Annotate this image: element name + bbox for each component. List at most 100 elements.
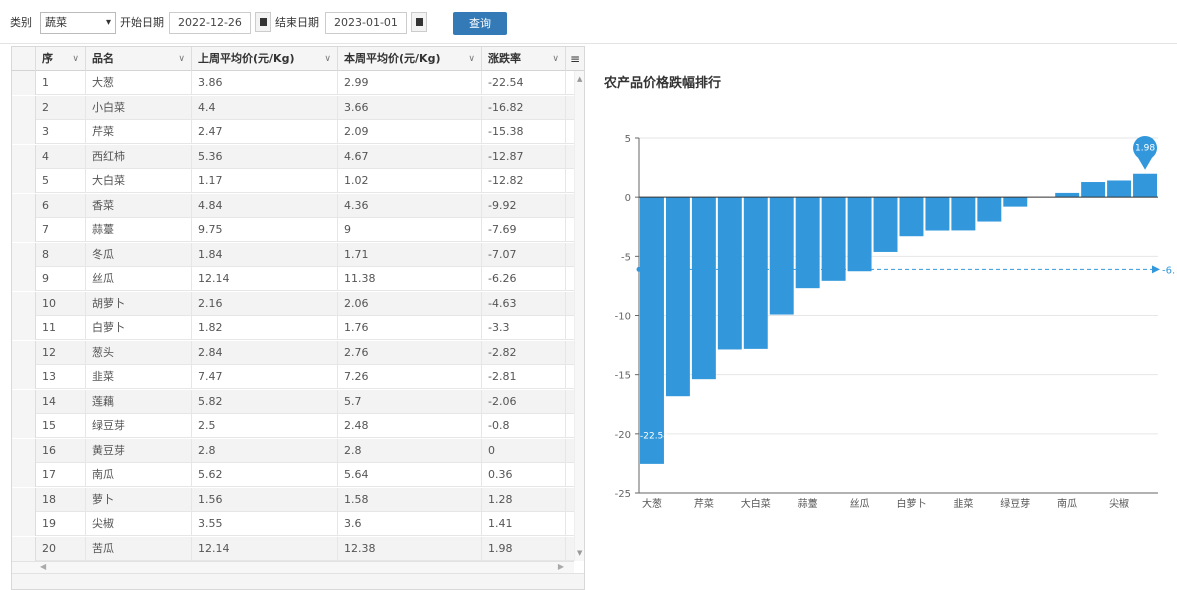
cell-index[interactable]: 10: [36, 291, 86, 316]
table-row[interactable]: 9 丝瓜 12.14 11.38 -6.26: [12, 267, 574, 292]
cell-name[interactable]: 大葱: [86, 71, 192, 95]
category-select[interactable]: 蔬菜 ▾: [40, 12, 116, 34]
cell-name[interactable]: 芹菜: [86, 120, 192, 144]
cell-last-week[interactable]: 2.5: [192, 414, 338, 438]
cell-index[interactable]: 16: [36, 438, 86, 463]
cell-change-rate[interactable]: 1.98: [482, 536, 566, 561]
cell-this-week[interactable]: 2.06: [338, 291, 482, 316]
cell-change-rate[interactable]: -0.8: [482, 414, 566, 438]
table-row[interactable]: 4 西红柿 5.36 4.67 -12.87: [12, 144, 574, 169]
column-header-change-rate[interactable]: 涨跌率 ∨: [482, 47, 566, 71]
table-row[interactable]: 17 南瓜 5.62 5.64 0.36: [12, 463, 574, 488]
cell-this-week[interactable]: 2.09: [338, 120, 482, 144]
column-header-name[interactable]: 品名 ∨: [86, 47, 192, 71]
cell-name[interactable]: 大白菜: [86, 169, 192, 193]
cell-name[interactable]: 西红柿: [86, 144, 192, 169]
cell-index[interactable]: 19: [36, 512, 86, 536]
scroll-down-icon[interactable]: ▼: [577, 549, 583, 557]
cell-change-rate[interactable]: -2.06: [482, 389, 566, 414]
row-header[interactable]: [12, 487, 36, 512]
table-row[interactable]: 14 莲藕 5.82 5.7 -2.06: [12, 389, 574, 414]
row-header[interactable]: [12, 71, 36, 95]
column-header-last-week[interactable]: 上周平均价(元/Kg) ∨: [192, 47, 338, 71]
cell-last-week[interactable]: 3.55: [192, 512, 338, 536]
cell-change-rate[interactable]: -12.87: [482, 144, 566, 169]
cell-this-week[interactable]: 11.38: [338, 267, 482, 291]
cell-name[interactable]: 绿豆芽: [86, 414, 192, 438]
cell-change-rate[interactable]: -2.81: [482, 365, 566, 389]
table-row[interactable]: 13 韭菜 7.47 7.26 -2.81: [12, 365, 574, 390]
table-row[interactable]: 3 芹菜 2.47 2.09 -15.38: [12, 120, 574, 145]
cell-this-week[interactable]: 1.76: [338, 316, 482, 340]
cell-last-week[interactable]: 12.14: [192, 536, 338, 561]
cell-this-week[interactable]: 1.71: [338, 242, 482, 267]
cell-change-rate[interactable]: -4.63: [482, 291, 566, 316]
cell-index[interactable]: 9: [36, 267, 86, 291]
column-header-this-week[interactable]: 本周平均价(元/Kg) ∨: [338, 47, 482, 71]
cell-name[interactable]: 苦瓜: [86, 536, 192, 561]
row-header[interactable]: [12, 144, 36, 169]
cell-change-rate[interactable]: -2.82: [482, 340, 566, 365]
cell-last-week[interactable]: 5.82: [192, 389, 338, 414]
row-header[interactable]: [12, 536, 36, 561]
cell-change-rate[interactable]: -3.3: [482, 316, 566, 340]
cell-this-week[interactable]: 2.8: [338, 438, 482, 463]
scroll-right-icon[interactable]: ▶: [557, 562, 564, 571]
cell-this-week[interactable]: 4.36: [338, 193, 482, 218]
cell-this-week[interactable]: 2.99: [338, 71, 482, 95]
cell-last-week[interactable]: 12.14: [192, 267, 338, 291]
table-row[interactable]: 19 尖椒 3.55 3.6 1.41: [12, 512, 574, 537]
cell-index[interactable]: 18: [36, 487, 86, 512]
cell-index[interactable]: 20: [36, 536, 86, 561]
cell-change-rate[interactable]: 0: [482, 438, 566, 463]
cell-name[interactable]: 胡萝卜: [86, 291, 192, 316]
cell-change-rate[interactable]: -15.38: [482, 120, 566, 144]
cell-index[interactable]: 14: [36, 389, 86, 414]
cell-name[interactable]: 小白菜: [86, 95, 192, 120]
cell-last-week[interactable]: 1.82: [192, 316, 338, 340]
cell-change-rate[interactable]: -16.82: [482, 95, 566, 120]
horizontal-scrollbar[interactable]: ◀ ▶: [12, 561, 574, 573]
cell-index[interactable]: 2: [36, 95, 86, 120]
cell-change-rate[interactable]: 1.41: [482, 512, 566, 536]
cell-last-week[interactable]: 4.84: [192, 193, 338, 218]
row-header[interactable]: [12, 120, 36, 144]
cell-last-week[interactable]: 5.62: [192, 463, 338, 487]
cell-this-week[interactable]: 12.38: [338, 536, 482, 561]
cell-name[interactable]: 尖椒: [86, 512, 192, 536]
table-row[interactable]: 6 香菜 4.84 4.36 -9.92: [12, 193, 574, 218]
table-row[interactable]: 8 冬瓜 1.84 1.71 -7.07: [12, 242, 574, 267]
table-row[interactable]: 18 萝卜 1.56 1.58 1.28: [12, 487, 574, 512]
start-date-input[interactable]: 2022-12-26: [169, 12, 251, 34]
row-header[interactable]: [12, 242, 36, 267]
cell-index[interactable]: 1: [36, 71, 86, 95]
cell-last-week[interactable]: 1.17: [192, 169, 338, 193]
cell-this-week[interactable]: 3.66: [338, 95, 482, 120]
end-calendar-button[interactable]: [411, 12, 427, 32]
column-menu-icon[interactable]: ≡: [569, 52, 581, 66]
cell-last-week[interactable]: 1.84: [192, 242, 338, 267]
cell-last-week[interactable]: 2.84: [192, 340, 338, 365]
cell-this-week[interactable]: 2.48: [338, 414, 482, 438]
vertical-scrollbar[interactable]: ▲ ▼: [574, 71, 584, 561]
row-header[interactable]: [12, 340, 36, 365]
cell-this-week[interactable]: 1.02: [338, 169, 482, 193]
cell-this-week[interactable]: 3.6: [338, 512, 482, 536]
cell-this-week[interactable]: 9: [338, 218, 482, 242]
cell-name[interactable]: 香菜: [86, 193, 192, 218]
table-row[interactable]: 2 小白菜 4.4 3.66 -16.82: [12, 95, 574, 120]
cell-change-rate[interactable]: -22.54: [482, 71, 566, 95]
row-header[interactable]: [12, 193, 36, 218]
scroll-up-icon[interactable]: ▲: [577, 75, 583, 83]
row-header[interactable]: [12, 389, 36, 414]
cell-last-week[interactable]: 1.56: [192, 487, 338, 512]
cell-change-rate[interactable]: -6.26: [482, 267, 566, 291]
cell-index[interactable]: 4: [36, 144, 86, 169]
table-row[interactable]: 7 蒜薹 9.75 9 -7.69: [12, 218, 574, 243]
cell-name[interactable]: 黄豆芽: [86, 438, 192, 463]
cell-name[interactable]: 白萝卜: [86, 316, 192, 340]
cell-change-rate[interactable]: -12.82: [482, 169, 566, 193]
row-header[interactable]: [12, 316, 36, 340]
table-row[interactable]: 11 白萝卜 1.82 1.76 -3.3: [12, 316, 574, 341]
cell-last-week[interactable]: 7.47: [192, 365, 338, 389]
